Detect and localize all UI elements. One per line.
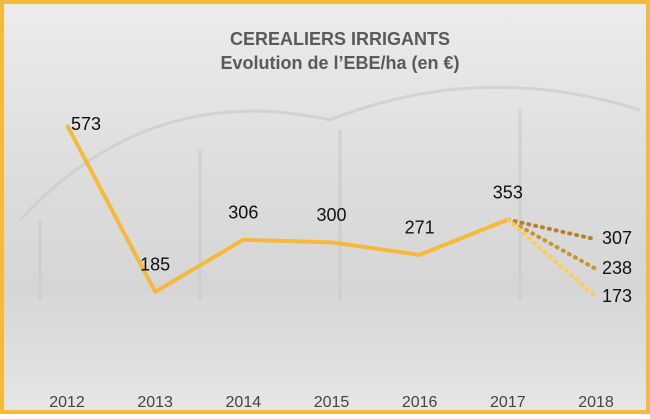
- projection-label: 238: [602, 258, 632, 278]
- x-tick-label: 2014: [226, 394, 262, 411]
- data-label: 300: [316, 205, 346, 225]
- chart-subtitle: Evolution de l’EBE/ha (en €): [220, 53, 459, 73]
- chart-title: CEREALIERS IRRIGANTS: [230, 29, 450, 49]
- data-label: 271: [405, 218, 435, 238]
- projection-label: 173: [602, 286, 632, 306]
- x-tick-label: 2017: [490, 394, 526, 411]
- x-tick-label: 2013: [137, 394, 173, 411]
- data-label: 185: [140, 255, 170, 275]
- x-tick-label: 2016: [402, 394, 438, 411]
- data-label: 353: [493, 182, 523, 202]
- chart: CEREALIERS IRRIGANTS Evolution de l’EBE/…: [0, 0, 650, 414]
- x-tick-label: 2018: [578, 394, 614, 411]
- x-tick-label: 2015: [314, 394, 350, 411]
- data-label: 306: [228, 203, 258, 223]
- data-label: 573: [71, 114, 101, 134]
- x-tick-label: 2012: [49, 394, 85, 411]
- projection-label: 307: [602, 228, 632, 248]
